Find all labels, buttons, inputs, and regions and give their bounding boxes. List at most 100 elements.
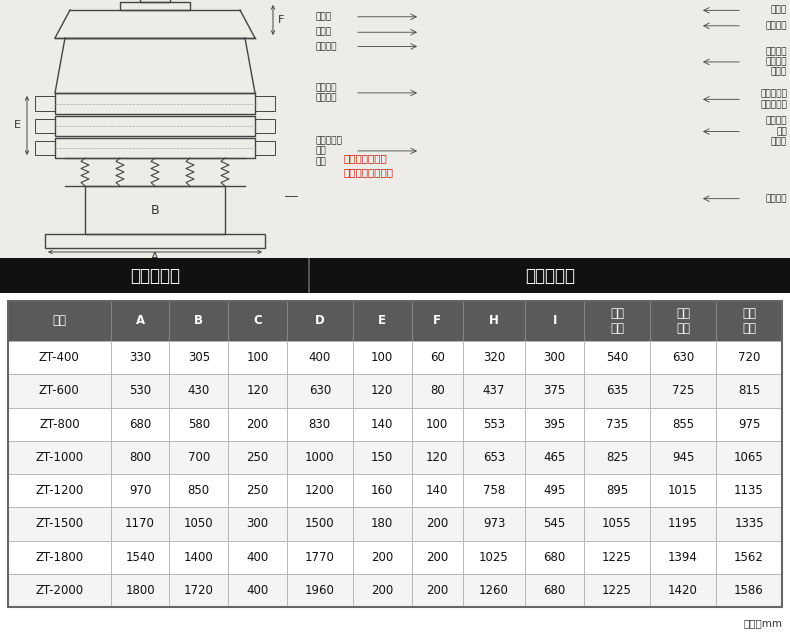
Bar [8,474,111,507]
Text: 758: 758 [483,484,505,497]
Bar [412,441,463,474]
Bar [169,408,228,441]
Text: 上部重錘
振體
電動機: 上部重錘 振體 電動機 [766,116,787,146]
Bar [463,573,525,607]
Bar [8,507,111,541]
Bar [353,474,412,507]
Text: 二層
高度: 二層 高度 [676,307,690,335]
Bar [650,474,716,507]
Bar [255,119,275,133]
Bar [111,301,169,341]
Text: 進料口: 進料口 [771,6,787,15]
Text: 1420: 1420 [668,584,698,597]
Bar [45,234,265,248]
Text: 三層
高度: 三層 高度 [742,307,756,335]
Text: ZT-1800: ZT-1800 [36,551,84,563]
Text: 100: 100 [426,418,448,430]
Text: 180: 180 [371,517,393,530]
Text: 320: 320 [483,351,505,364]
Bar [8,541,111,573]
Bar [525,441,584,474]
Bar [525,541,584,573]
Text: 855: 855 [672,418,694,430]
Bar [463,507,525,541]
Text: 975: 975 [738,418,760,430]
Text: 中部框架
底部框架: 中部框架 底部框架 [316,83,337,103]
Bar [584,573,650,607]
Text: 200: 200 [426,551,448,563]
Bar [412,301,463,341]
Text: 單位：mm: 單位：mm [743,618,782,628]
Bar [463,408,525,441]
Text: 653: 653 [483,451,505,464]
Text: 160: 160 [371,484,393,497]
Text: E: E [378,315,386,327]
Text: 1586: 1586 [734,584,764,597]
Bar [228,573,287,607]
Text: 680: 680 [544,551,566,563]
Bar [525,341,584,374]
Bar [463,441,525,474]
Bar [140,0,170,2]
Bar [287,301,353,341]
Text: H: H [489,315,499,327]
Bar [228,341,287,374]
Text: 465: 465 [544,451,566,464]
Bar [412,507,463,541]
Bar [716,374,782,408]
Text: 60: 60 [430,351,445,364]
Bar [650,341,716,374]
Bar [169,541,228,573]
Bar [287,374,353,408]
Text: 下部重錘: 下部重錘 [766,194,787,203]
Text: D: D [315,315,325,327]
Text: 輔助篩網: 輔助篩網 [766,22,787,30]
Bar [111,374,169,408]
Bar [111,408,169,441]
Text: 100: 100 [246,351,269,364]
Text: 頂部框架: 頂部框架 [316,42,337,51]
Bar [111,474,169,507]
Text: 小尺寸排料
束環
彈簧: 小尺寸排料 束環 彈簧 [316,136,343,166]
Text: 型號: 型號 [52,315,66,327]
Text: 1260: 1260 [479,584,509,597]
Text: 250: 250 [246,484,269,497]
Text: 140: 140 [426,484,449,497]
Bar [584,301,650,341]
Bar [287,408,353,441]
Bar [35,96,55,111]
Text: 200: 200 [371,584,393,597]
Text: B: B [194,315,203,327]
Bar [353,301,412,341]
Text: 630: 630 [672,351,694,364]
Text: 395: 395 [544,418,566,430]
Text: 1400: 1400 [184,551,213,563]
Bar [584,441,650,474]
Text: 495: 495 [544,484,566,497]
Bar [412,474,463,507]
Text: 球形清洗板
額外重錘板: 球形清洗板 額外重錘板 [760,90,787,109]
Bar [169,507,228,541]
Text: 305: 305 [188,351,210,364]
Text: 1200: 1200 [305,484,335,497]
Bar [8,573,111,607]
Text: 輔助篩網
篩網法蘭
橡膠球: 輔助篩網 篩網法蘭 橡膠球 [766,47,787,77]
Text: 150: 150 [371,451,393,464]
Text: 1335: 1335 [734,517,764,530]
Bar [111,573,169,607]
Text: 250: 250 [246,451,269,464]
Bar [35,141,55,155]
Bar [412,541,463,573]
Text: E: E [13,120,21,130]
Bar [716,474,782,507]
Bar [650,408,716,441]
Bar [55,138,255,158]
Text: 400: 400 [246,584,269,597]
Text: B: B [151,203,160,216]
Text: I: I [552,315,557,327]
Bar [716,507,782,541]
Bar [525,474,584,507]
Bar [287,541,353,573]
Bar [525,507,584,541]
Bar [228,541,287,573]
